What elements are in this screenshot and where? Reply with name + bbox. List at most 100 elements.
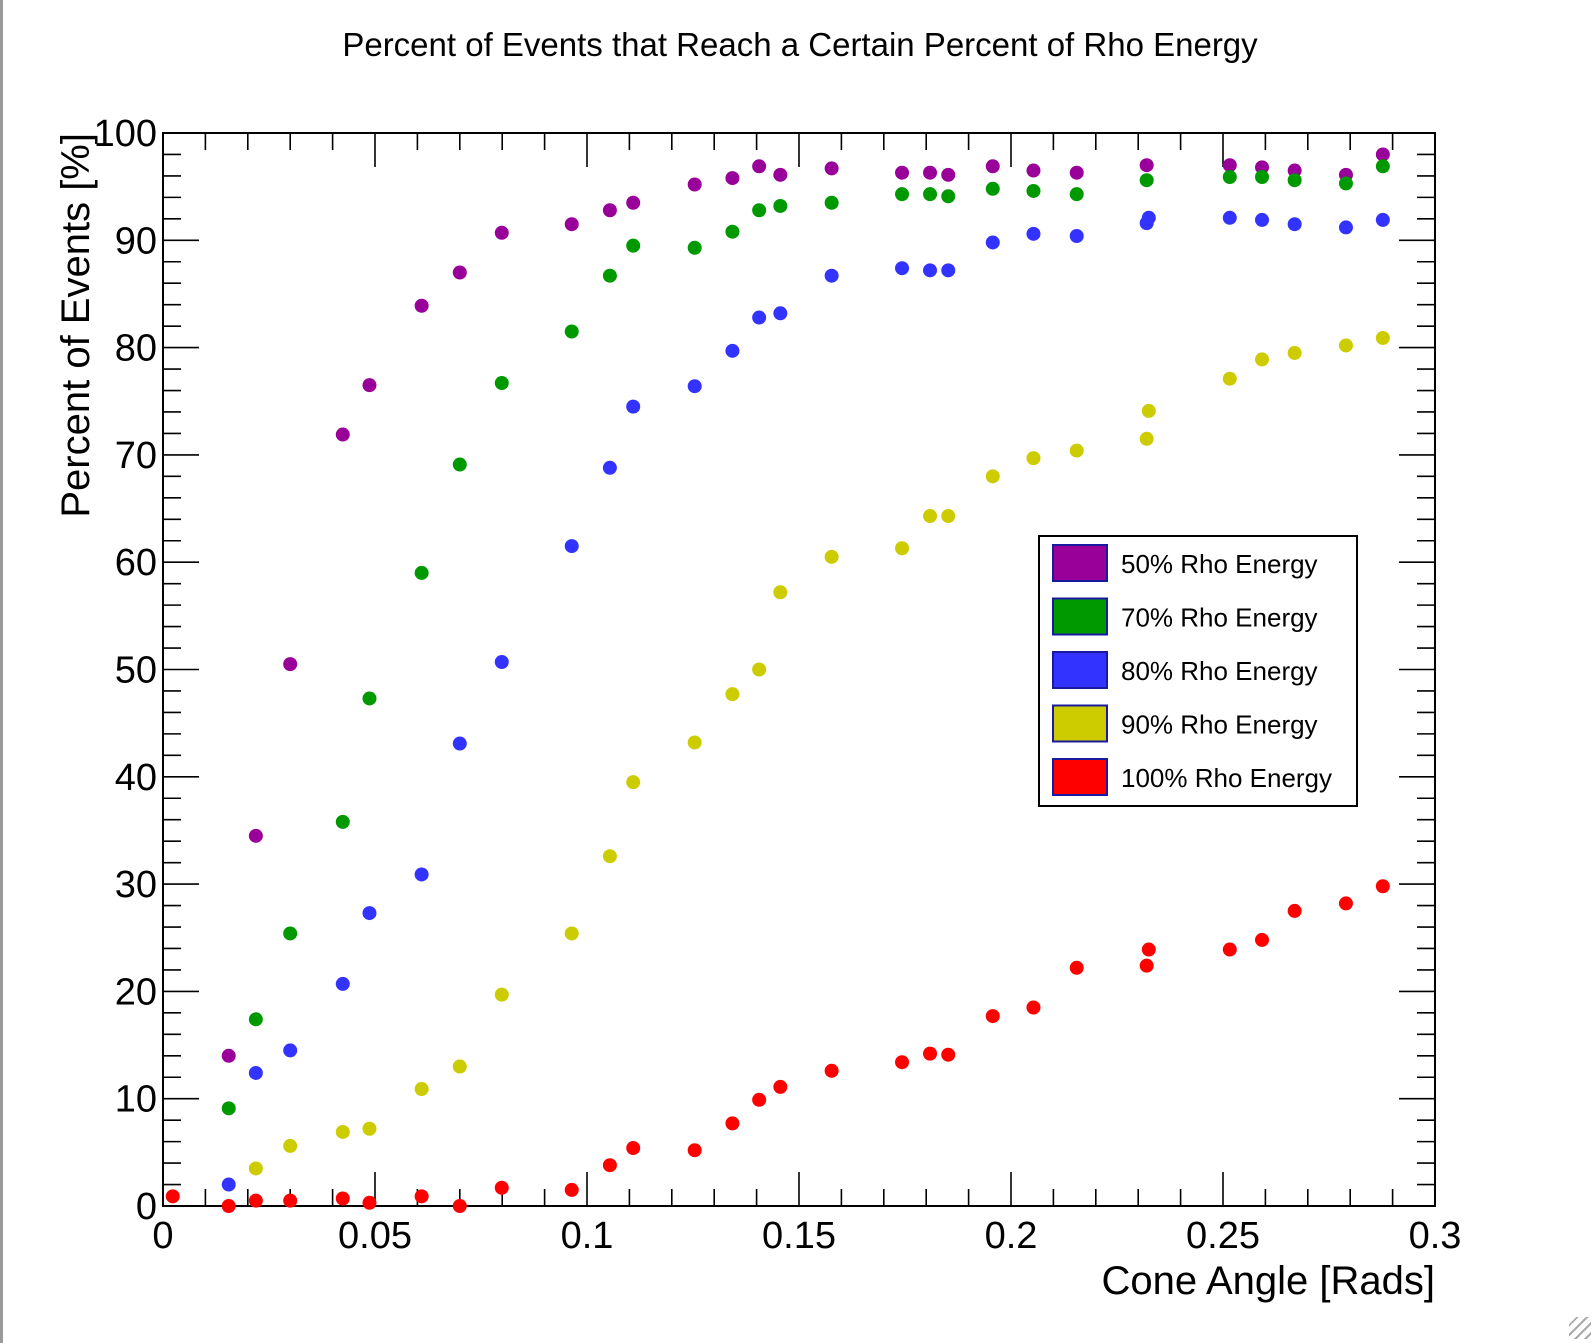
x-tick-label: 0.1 <box>561 1215 614 1257</box>
legend-swatch <box>1052 544 1108 582</box>
data-point <box>248 1161 263 1176</box>
data-point <box>923 509 938 524</box>
legend-label: 100% Rho Energy <box>1121 763 1332 793</box>
data-series <box>165 147 1390 1213</box>
data-point <box>1139 958 1154 973</box>
data-point <box>985 159 1000 174</box>
data-point <box>452 457 467 472</box>
y-tick-label: 50 <box>115 650 157 692</box>
data-point <box>221 1177 236 1192</box>
data-point <box>773 198 788 213</box>
data-point <box>1287 217 1302 232</box>
x-tick-label: 0.15 <box>762 1215 836 1257</box>
data-point <box>1287 903 1302 918</box>
data-point <box>687 240 702 255</box>
y-tick-label: 60 <box>115 542 157 584</box>
data-point <box>725 171 740 186</box>
data-point <box>1375 330 1390 345</box>
data-point <box>494 376 509 391</box>
data-point <box>1287 345 1302 360</box>
data-point <box>1026 226 1041 241</box>
data-point <box>687 379 702 394</box>
data-point <box>1255 160 1270 175</box>
y-axis-ticks <box>163 132 1435 1207</box>
data-point <box>1255 932 1270 947</box>
data-point <box>923 1046 938 1061</box>
data-point <box>1338 338 1353 353</box>
data-point <box>248 1193 263 1208</box>
data-point <box>1141 210 1156 225</box>
data-point <box>452 265 467 280</box>
legend: 50% Rho Energy 70% Rho Energy 80% Rho Ener… <box>1038 535 1358 807</box>
data-point <box>221 1101 236 1116</box>
data-point <box>1139 173 1154 188</box>
x-axis-ticks <box>162 133 1436 1206</box>
data-point <box>362 691 377 706</box>
data-point <box>824 549 839 564</box>
data-point <box>602 1158 617 1173</box>
series-5 <box>165 879 1390 1213</box>
data-point <box>494 654 509 669</box>
data-point <box>941 167 956 182</box>
data-point <box>1139 158 1154 173</box>
data-point <box>1338 176 1353 191</box>
x-tick-label: 0.25 <box>1186 1215 1260 1257</box>
data-point <box>895 165 910 180</box>
chart-title: Percent of Events that Reach a Certain P… <box>342 26 1258 63</box>
data-point <box>687 735 702 750</box>
legend-swatch <box>1052 651 1108 689</box>
data-point <box>626 775 641 790</box>
data-point <box>248 1065 263 1080</box>
data-point <box>248 1012 263 1027</box>
data-point <box>1069 960 1084 975</box>
y-tick-label: 20 <box>115 971 157 1013</box>
data-point <box>283 1043 298 1058</box>
data-point <box>773 306 788 321</box>
y-tick-label: 30 <box>115 864 157 906</box>
data-point <box>564 217 579 232</box>
data-point <box>1375 159 1390 174</box>
data-point <box>564 539 579 554</box>
data-point <box>494 987 509 1002</box>
y-tick-label: 0 <box>136 1186 157 1228</box>
data-point <box>362 906 377 921</box>
data-point <box>283 1193 298 1208</box>
x-axis-tick-labels: 0 0.05 0.1 0.15 0.2 0.25 0.3 <box>152 1215 1461 1257</box>
data-point <box>626 399 641 414</box>
data-point <box>283 657 298 672</box>
data-point <box>564 324 579 339</box>
data-point <box>626 238 641 253</box>
legend-label: 50% Rho Energy <box>1121 549 1318 579</box>
data-point <box>414 565 429 580</box>
data-point <box>895 1055 910 1070</box>
data-point <box>1026 451 1041 466</box>
data-point <box>941 263 956 278</box>
data-point <box>725 1116 740 1131</box>
data-point <box>725 687 740 702</box>
data-point <box>1375 879 1390 894</box>
data-point <box>414 1082 429 1097</box>
data-point <box>494 1180 509 1195</box>
data-point <box>1069 187 1084 202</box>
resize-grip-icon[interactable] <box>1569 1317 1591 1339</box>
data-point <box>414 1189 429 1204</box>
data-point <box>221 1199 236 1213</box>
data-point <box>895 261 910 276</box>
data-point <box>941 189 956 204</box>
data-point <box>752 1092 767 1107</box>
data-point <box>564 1182 579 1197</box>
y-tick-label: 100 <box>94 113 157 155</box>
series-3 <box>221 210 1390 1192</box>
data-point <box>725 224 740 239</box>
x-tick-label: 0.2 <box>985 1215 1038 1257</box>
data-point <box>1069 443 1084 458</box>
data-point <box>414 867 429 882</box>
data-point <box>362 1121 377 1136</box>
data-point <box>1141 403 1156 418</box>
x-tick-label: 0.05 <box>338 1215 412 1257</box>
data-point <box>1026 1000 1041 1015</box>
series-4 <box>248 330 1390 1176</box>
y-tick-label: 40 <box>115 757 157 799</box>
data-point <box>602 268 617 283</box>
